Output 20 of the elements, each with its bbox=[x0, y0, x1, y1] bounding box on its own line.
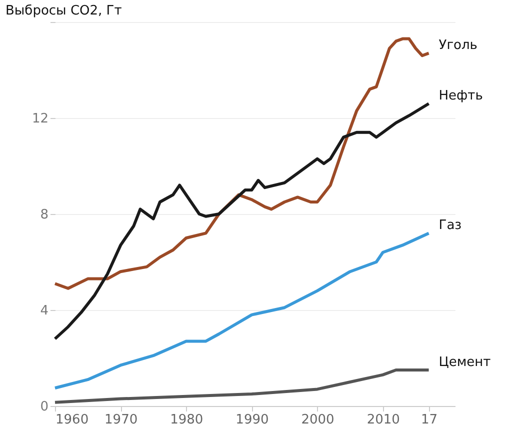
y-tick-label: 4 bbox=[40, 304, 48, 318]
line-series bbox=[54, 368, 430, 404]
y-axis-title: Выбросы CO2, Гт bbox=[6, 4, 122, 18]
series-label: Цемент bbox=[438, 355, 492, 370]
line-series bbox=[54, 232, 430, 390]
series-label: Уголь bbox=[438, 38, 478, 54]
x-tick-label: 2010 bbox=[366, 412, 400, 428]
x-tick-label: 1990 bbox=[236, 412, 269, 428]
y-tick-label: 8 bbox=[40, 208, 48, 222]
y-tick-label: 12 bbox=[32, 112, 48, 126]
series-label: Нефть bbox=[438, 88, 483, 104]
x-tick-label: 2000 bbox=[301, 412, 334, 428]
y-tick-label: 0 bbox=[40, 400, 48, 414]
series-label: Газ bbox=[438, 218, 462, 234]
line-series bbox=[54, 102, 430, 340]
x-tick-label: 1960 bbox=[56, 412, 89, 428]
x-tick-label: 1980 bbox=[170, 412, 204, 428]
x-tick-label: 1970 bbox=[104, 412, 138, 428]
x-tick-label: 17 bbox=[420, 412, 438, 428]
line-series bbox=[54, 37, 430, 290]
